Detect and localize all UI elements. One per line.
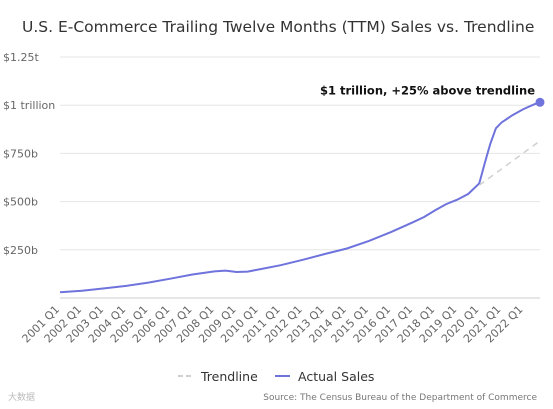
gridlines — [60, 56, 540, 299]
annotation-label: $1 trillion, +25% above trendline — [320, 83, 535, 97]
legend-trendline-label: Trendline — [200, 369, 258, 384]
y-axis-ticks: $1.25t $1 trillion $750b $500b $250b — [3, 51, 55, 257]
source-note: Source: The Census Bureau of the Departm… — [263, 393, 537, 403]
trendline-line — [478, 140, 541, 186]
endpoint-marker — [535, 97, 545, 107]
actual-sales-line — [59, 101, 541, 294]
chart-title: U.S. E-Commerce Trailing Twelve Months (… — [22, 18, 534, 36]
annotation-group: $1 trillion, +25% above trendline — [320, 83, 535, 97]
y-tick-label: $750b — [3, 147, 38, 160]
watermark: 大数据 — [8, 391, 35, 403]
legend: Trendline Actual Sales — [178, 369, 374, 384]
y-tick-label: $500b — [3, 196, 38, 209]
legend-actual-sales-label: Actual Sales — [298, 369, 374, 384]
y-tick-label: $250b — [3, 244, 38, 257]
y-tick-label: $1 trillion — [3, 99, 55, 112]
series-lines — [59, 97, 545, 294]
y-tick-label: $1.25t — [3, 51, 39, 64]
